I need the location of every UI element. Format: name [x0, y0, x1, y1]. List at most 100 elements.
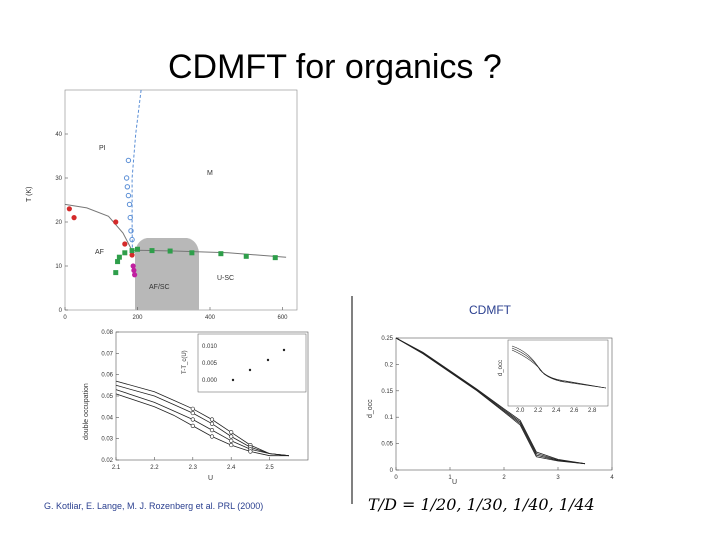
x-tick-label: 2.1 — [112, 465, 121, 471]
y-tick-label: 0.1 — [385, 415, 394, 421]
cdmft-inset — [507, 339, 609, 407]
x-tick-label: 400 — [205, 315, 216, 321]
data-point — [209, 428, 215, 433]
data-point — [229, 442, 234, 448]
inset-y-label: d_occ — [498, 360, 504, 376]
x-tick-label: 1 — [448, 475, 452, 481]
data-point — [113, 270, 119, 276]
x-tick-label: 2.3 — [189, 465, 198, 471]
inset-curve — [511, 349, 607, 389]
x-tick-label: 2 — [502, 475, 506, 481]
region-label-usc: U-SC — [217, 275, 234, 282]
data-point — [131, 267, 137, 273]
data-point — [122, 241, 128, 247]
y-tick-label: 20 — [55, 220, 62, 226]
cdmft-chart: CDMFT 2.0 2.2 2.4 2.6 2.8 d_occ 0 1 2 3 4 0 0.… — [367, 303, 614, 486]
panel-divider — [351, 296, 353, 504]
double-occupation-inset — [197, 333, 307, 393]
inset-x-tick: 2.4 — [552, 408, 561, 414]
inset-curve — [511, 347, 607, 389]
y-tick-label: 0.25 — [381, 336, 393, 342]
afsc-shaded-region — [135, 238, 199, 310]
inset-point — [266, 358, 270, 362]
data-point — [209, 421, 215, 426]
data-point — [125, 192, 132, 199]
y-axis-label: d_occ — [367, 399, 374, 418]
x-tick-label: 200 — [132, 315, 143, 321]
region-label-afsc: AF/SC — [149, 284, 170, 291]
data-point — [124, 184, 131, 190]
region-label-pi: PI — [99, 145, 106, 152]
region-label-m: M — [207, 170, 213, 177]
data-point — [189, 250, 195, 256]
data-point — [126, 201, 133, 208]
y-tick-label: 0.04 — [101, 415, 113, 421]
x-tick-label: 2.2 — [150, 465, 159, 471]
data-point — [132, 272, 138, 278]
inset-x-tick: 2.2 — [534, 408, 543, 414]
region-label-af: AF — [95, 249, 104, 256]
x-tick-label: 2.4 — [227, 465, 236, 471]
data-point — [229, 430, 234, 435]
data-point — [128, 228, 134, 234]
temperature-formula: T/D = 1/20, 1/30, 1/40, 1/44 — [368, 495, 595, 514]
data-point — [125, 157, 132, 164]
data-point — [149, 248, 155, 254]
data-point — [129, 252, 135, 258]
data-point — [135, 246, 140, 252]
inset-y-tick: 0.005 — [202, 361, 218, 367]
data-point — [123, 175, 130, 181]
inset-point — [282, 348, 286, 352]
series-line — [395, 337, 586, 465]
series-line — [395, 337, 586, 465]
y-tick-label: 30 — [55, 176, 62, 182]
series-line — [395, 337, 586, 465]
inset-curve — [511, 345, 607, 389]
chart-title: CDMFT — [469, 303, 512, 317]
data-point — [218, 251, 224, 257]
y-tick-label: 0.05 — [381, 442, 393, 448]
x-tick-label: 2.5 — [265, 465, 274, 471]
x-tick-label: 0 — [394, 475, 398, 481]
y-axis-label: double occupation — [83, 383, 90, 440]
inset-point — [231, 378, 235, 382]
inset-y-tick: 0.000 — [202, 378, 218, 384]
data-point — [209, 417, 215, 422]
series-line — [395, 337, 586, 465]
y-tick-label: 10 — [55, 264, 62, 270]
y-tick-label: 0 — [390, 468, 394, 474]
x-axis-label: U — [452, 479, 457, 486]
y-tick-label: 0.2 — [385, 362, 394, 368]
slide-title: CDMFT for organics ? — [168, 48, 502, 86]
phase-diagram-chart: 0 200 400 600 0 10 20 30 40 T (K) PI M AF U-SC A… — [26, 89, 298, 321]
y-tick-label: 0.15 — [381, 389, 393, 395]
x-tick-label: 0 — [63, 315, 67, 321]
data-point — [243, 253, 249, 259]
citation-credit: G. Kotliar, E. Lange, M. J. Rozenberg et… — [44, 501, 264, 511]
data-point — [116, 254, 122, 260]
y-tick-label: 0.07 — [101, 351, 113, 357]
y-tick-label: 0.02 — [101, 458, 113, 464]
data-point — [115, 259, 121, 265]
data-point — [209, 434, 215, 439]
y-tick-label: 0.03 — [101, 437, 113, 443]
inset-point — [248, 368, 252, 372]
inset-x-tick: 2.0 — [516, 408, 525, 414]
data-point — [129, 236, 135, 243]
data-point — [190, 423, 195, 428]
data-point — [229, 434, 234, 439]
y-tick-label: 0 — [59, 308, 63, 314]
inset-y-tick: 0.010 — [202, 344, 218, 350]
x-tick-label: 3 — [556, 475, 560, 481]
data-point — [229, 438, 234, 443]
data-point — [190, 406, 195, 411]
double-occupation-chart: 0.010 0.005 0.000 T-T_c(U) 2.1 2.2 2.3 2.4 2… — [83, 330, 309, 482]
data-point — [113, 219, 119, 225]
data-point — [129, 248, 135, 254]
data-point — [71, 215, 77, 221]
data-point — [122, 250, 128, 256]
data-point — [130, 263, 136, 269]
y-tick-label: 40 — [55, 132, 62, 138]
x-tick-label: 600 — [277, 315, 288, 321]
x-tick-label: 4 — [610, 475, 614, 481]
